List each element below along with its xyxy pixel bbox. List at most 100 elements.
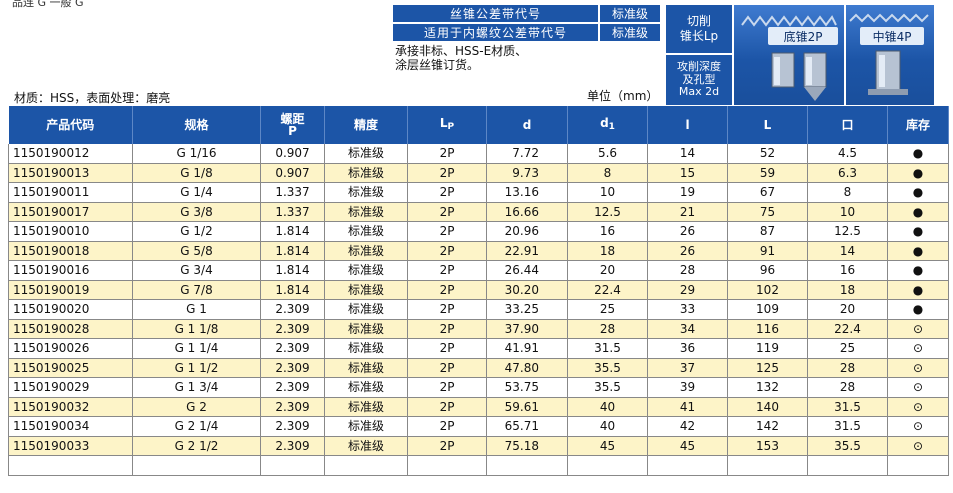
empty-cell xyxy=(807,455,888,476)
cell-total-length: 142 xyxy=(727,416,808,437)
cell-code: 1150190028 xyxy=(8,319,133,339)
d1-header-sub: 1 xyxy=(608,122,615,132)
cell-d1: 45 xyxy=(567,436,648,456)
cell-lp: 2P xyxy=(407,358,487,378)
cell-d: 13.16 xyxy=(486,182,568,203)
stock-indicator: ● xyxy=(887,260,949,281)
middle-taper-illustration xyxy=(849,13,929,95)
cell-code: 1150190020 xyxy=(8,299,133,320)
cell-d: 53.75 xyxy=(486,377,568,398)
cell-lp: 2P xyxy=(407,397,487,417)
cell-lp: 2P xyxy=(407,241,487,261)
col-header-d1: d1 xyxy=(567,106,648,144)
empty-cell xyxy=(260,455,325,476)
cell-pitch: 2.309 xyxy=(260,377,325,398)
pitch-header-top: 螺距 xyxy=(280,112,305,126)
cell-l: 37 xyxy=(647,358,728,378)
cell-spec: G 2 xyxy=(132,397,261,417)
empty-cell xyxy=(486,455,568,476)
middle-taper-label: 中锥4P xyxy=(860,27,924,45)
cell-l: 33 xyxy=(647,299,728,320)
cell-code: 1150190026 xyxy=(8,338,133,359)
stock-indicator: ⊙ xyxy=(887,377,949,398)
table-row: 1150190012 G 1/16 0.907 标准级 2P 7.72 5.6 14 52 4.5… xyxy=(8,144,949,164)
col-header-l: l xyxy=(647,106,728,144)
cell-total-length: 153 xyxy=(727,436,808,456)
cell-code: 1150190033 xyxy=(8,436,133,456)
stock-indicator: ● xyxy=(887,182,949,203)
cell-square: 14 xyxy=(807,241,888,261)
cell-precision: 标准级 xyxy=(324,260,408,281)
cell-precision: 标准级 xyxy=(324,377,408,398)
cell-total-length: 109 xyxy=(727,299,808,320)
spec-row-tap-tolerance: 丝锥公差带代号 标准级 xyxy=(393,5,660,23)
cell-code: 1150190018 xyxy=(8,241,133,261)
spec-value: 标准级 xyxy=(600,24,660,42)
cell-d1: 35.5 xyxy=(567,358,648,378)
cell-code: 1150190019 xyxy=(8,280,133,300)
table-row: 1150190020 G 1 2.309 标准级 2P 33.25 25 33 109 20 ● xyxy=(8,299,949,320)
stock-indicator: ⊙ xyxy=(887,397,949,417)
cell-precision: 标准级 xyxy=(324,163,408,183)
cell-spec: G 1 1/8 xyxy=(132,319,261,339)
cell-lp: 2P xyxy=(407,416,487,437)
cell-l: 14 xyxy=(647,144,728,164)
cell-spec: G 1 1/2 xyxy=(132,358,261,378)
table-row: 1150190034 G 2 1/4 2.309 标准级 2P 65.71 40 42 142 3… xyxy=(8,416,949,437)
spec-label: 丝锥公差带代号 xyxy=(393,5,600,23)
cell-l: 45 xyxy=(647,436,728,456)
cell-pitch: 1.814 xyxy=(260,260,325,281)
empty-cell xyxy=(567,455,648,476)
cell-l: 34 xyxy=(647,319,728,339)
spec-label: 适用于内螺纹公差带代号 xyxy=(393,24,600,42)
cell-precision: 标准级 xyxy=(324,436,408,456)
cell-lp: 2P xyxy=(407,144,487,164)
lp-header-main: L xyxy=(439,116,448,130)
cell-lp: 2P xyxy=(407,202,487,222)
cell-d: 37.90 xyxy=(486,319,568,339)
col-header-code: 产品代码 xyxy=(8,106,133,144)
stock-indicator: ⊙ xyxy=(887,436,949,456)
col-header-total-length: L xyxy=(727,106,808,144)
empty-cell xyxy=(887,455,949,476)
cell-total-length: 132 xyxy=(727,377,808,398)
cell-square: 25 xyxy=(807,338,888,359)
stock-indicator: ● xyxy=(887,202,949,222)
cell-precision: 标准级 xyxy=(324,416,408,437)
cell-l: 15 xyxy=(647,163,728,183)
cell-total-length: 59 xyxy=(727,163,808,183)
cell-pitch: 2.309 xyxy=(260,436,325,456)
stock-indicator: ● xyxy=(887,221,949,242)
cell-pitch: 1.814 xyxy=(260,221,325,242)
cell-d: 7.72 xyxy=(486,144,568,164)
empty-cell xyxy=(407,455,487,476)
cell-l: 26 xyxy=(647,221,728,242)
page-header-fragment: 品连 G 一般 G xyxy=(12,0,84,9)
cell-d1: 18 xyxy=(567,241,648,261)
pitch-header-bottom: P xyxy=(288,124,297,138)
cell-d: 65.71 xyxy=(486,416,568,437)
cell-d1: 8 xyxy=(567,163,648,183)
col-header-precision: 精度 xyxy=(324,106,408,144)
cell-code: 1150190011 xyxy=(8,182,133,203)
table-row: 1150190010 G 1/2 1.814 标准级 2P 20.96 16 26 87 12.5… xyxy=(8,221,949,242)
cell-spec: G 2 1/4 xyxy=(132,416,261,437)
spec-value: 标准级 xyxy=(600,5,660,23)
cell-code: 1150190032 xyxy=(8,397,133,417)
cell-square: 31.5 xyxy=(807,397,888,417)
cut-length-line: 切削 xyxy=(686,14,711,28)
cell-d1: 16 xyxy=(567,221,648,242)
empty-cell xyxy=(324,455,408,476)
cell-precision: 标准级 xyxy=(324,280,408,300)
cell-spec: G 1 xyxy=(132,299,261,320)
depth-line: 及孔型 xyxy=(682,72,716,86)
cell-spec: G 1/16 xyxy=(132,144,261,164)
cell-d1: 20 xyxy=(567,260,648,281)
table-row: 1150190026 G 1 1/4 2.309 标准级 2P 41.91 31.5 36 11… xyxy=(8,338,949,359)
cell-square: 4.5 xyxy=(807,144,888,164)
cell-spec: G 1/2 xyxy=(132,221,261,242)
cell-code: 1150190025 xyxy=(8,358,133,378)
cell-pitch: 2.309 xyxy=(260,299,325,320)
cell-pitch: 2.309 xyxy=(260,416,325,437)
col-header-d: d xyxy=(486,106,568,144)
